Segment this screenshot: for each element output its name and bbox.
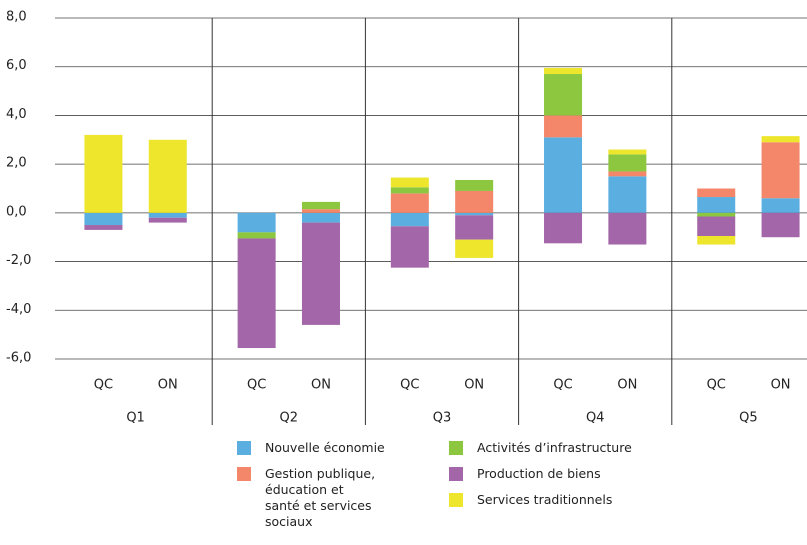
y-tick-label: 8,0	[6, 10, 27, 25]
group-label: Q3	[433, 411, 452, 426]
bar-segment	[455, 215, 494, 240]
x-tick-label: ON	[771, 378, 791, 393]
bar-segment	[390, 177, 429, 188]
legend-swatch	[237, 467, 251, 481]
legend-item: Services traditionnels	[449, 492, 612, 508]
bar-segment	[455, 239, 494, 258]
legend-label: Gestion publique, éducation et santé et …	[265, 466, 376, 529]
bar-segment	[301, 209, 340, 213]
bar-segment	[544, 74, 583, 116]
legend-swatch	[449, 467, 463, 481]
bar-segment	[608, 154, 647, 172]
legend-label: Production de biens	[477, 466, 601, 481]
bar-segment	[237, 212, 276, 233]
bar-segment	[608, 149, 647, 155]
legend-label: Activités d’infrastructure	[477, 440, 632, 455]
bar-segment	[697, 235, 736, 245]
bar-segment	[301, 212, 340, 223]
bar-segment	[697, 188, 736, 198]
bar-segment	[697, 212, 736, 217]
bar-segment	[697, 197, 736, 213]
bar-segment	[390, 187, 429, 194]
legend-item: Nouvelle économie	[237, 440, 385, 456]
legend-swatch	[449, 441, 463, 455]
bar-segment	[390, 226, 429, 268]
bar-segment	[148, 217, 187, 223]
bar-segment	[761, 212, 800, 238]
bar-segment	[697, 216, 736, 236]
bar-segment	[761, 198, 800, 213]
y-tick-label: 4,0	[6, 107, 27, 122]
bar-segment	[761, 136, 800, 143]
bar-segment	[301, 222, 340, 325]
bar-segment	[761, 142, 800, 199]
bar-segment	[544, 115, 583, 138]
legend-swatch	[449, 493, 463, 507]
bar-segment	[237, 232, 276, 239]
group-label: Q1	[126, 411, 145, 426]
x-tick-label: QC	[707, 378, 726, 393]
y-tick-label: -6,0	[6, 351, 31, 366]
x-tick-label: QC	[94, 378, 113, 393]
bar-segment	[301, 201, 340, 210]
bar-segment	[455, 212, 494, 216]
bar-segment	[148, 212, 187, 218]
bar-segment	[544, 212, 583, 244]
bar-segment	[84, 212, 123, 226]
bar-segment	[390, 212, 429, 227]
bar-segment	[84, 225, 123, 230]
bar-segment	[544, 67, 583, 75]
y-tick-label: 6,0	[6, 58, 27, 73]
bar-segment	[237, 238, 276, 349]
legend-item: Activités d’infrastructure	[449, 440, 632, 456]
x-tick-label: QC	[553, 378, 572, 393]
legend-item: Production de biens	[449, 466, 601, 482]
bar-segment	[608, 212, 647, 245]
legend: Nouvelle économie Gestion publique, éduca…	[237, 440, 657, 545]
legend-label: Services traditionnels	[477, 492, 613, 507]
bar-segment	[608, 171, 647, 177]
legend-swatch	[237, 441, 251, 455]
x-tick-label: ON	[158, 378, 178, 393]
chart: -6,0 -4,0 -2,0 0,0 2,0 4,0 6,0 8,0 Q1 Q2 Q3 Q4 Q5 QC O…	[6, 10, 807, 426]
bar-segment	[455, 190, 494, 213]
legend-item: Gestion publique, éducation et santé et …	[237, 466, 377, 530]
x-tick-label: QC	[400, 378, 419, 393]
legend-label: Nouvelle économie	[265, 440, 385, 455]
group-label: Q2	[280, 411, 299, 426]
x-tick-label: ON	[617, 378, 637, 393]
bar-segment	[455, 179, 494, 191]
group-label: Q5	[739, 411, 758, 426]
bar-segment	[544, 137, 583, 213]
bar-segment	[390, 193, 429, 213]
x-tick-label: ON	[464, 378, 484, 393]
group-label: Q4	[586, 411, 605, 426]
y-tick-label: 0,0	[6, 204, 27, 219]
y-tick-label: 2,0	[6, 156, 27, 171]
y-tick-label: -2,0	[6, 253, 31, 268]
bar-segment	[84, 134, 123, 213]
y-tick-label: -4,0	[6, 302, 31, 317]
bar-segment	[148, 139, 187, 213]
x-tick-label: QC	[247, 378, 266, 393]
bar-segment	[608, 176, 647, 213]
x-tick-label: ON	[311, 378, 331, 393]
